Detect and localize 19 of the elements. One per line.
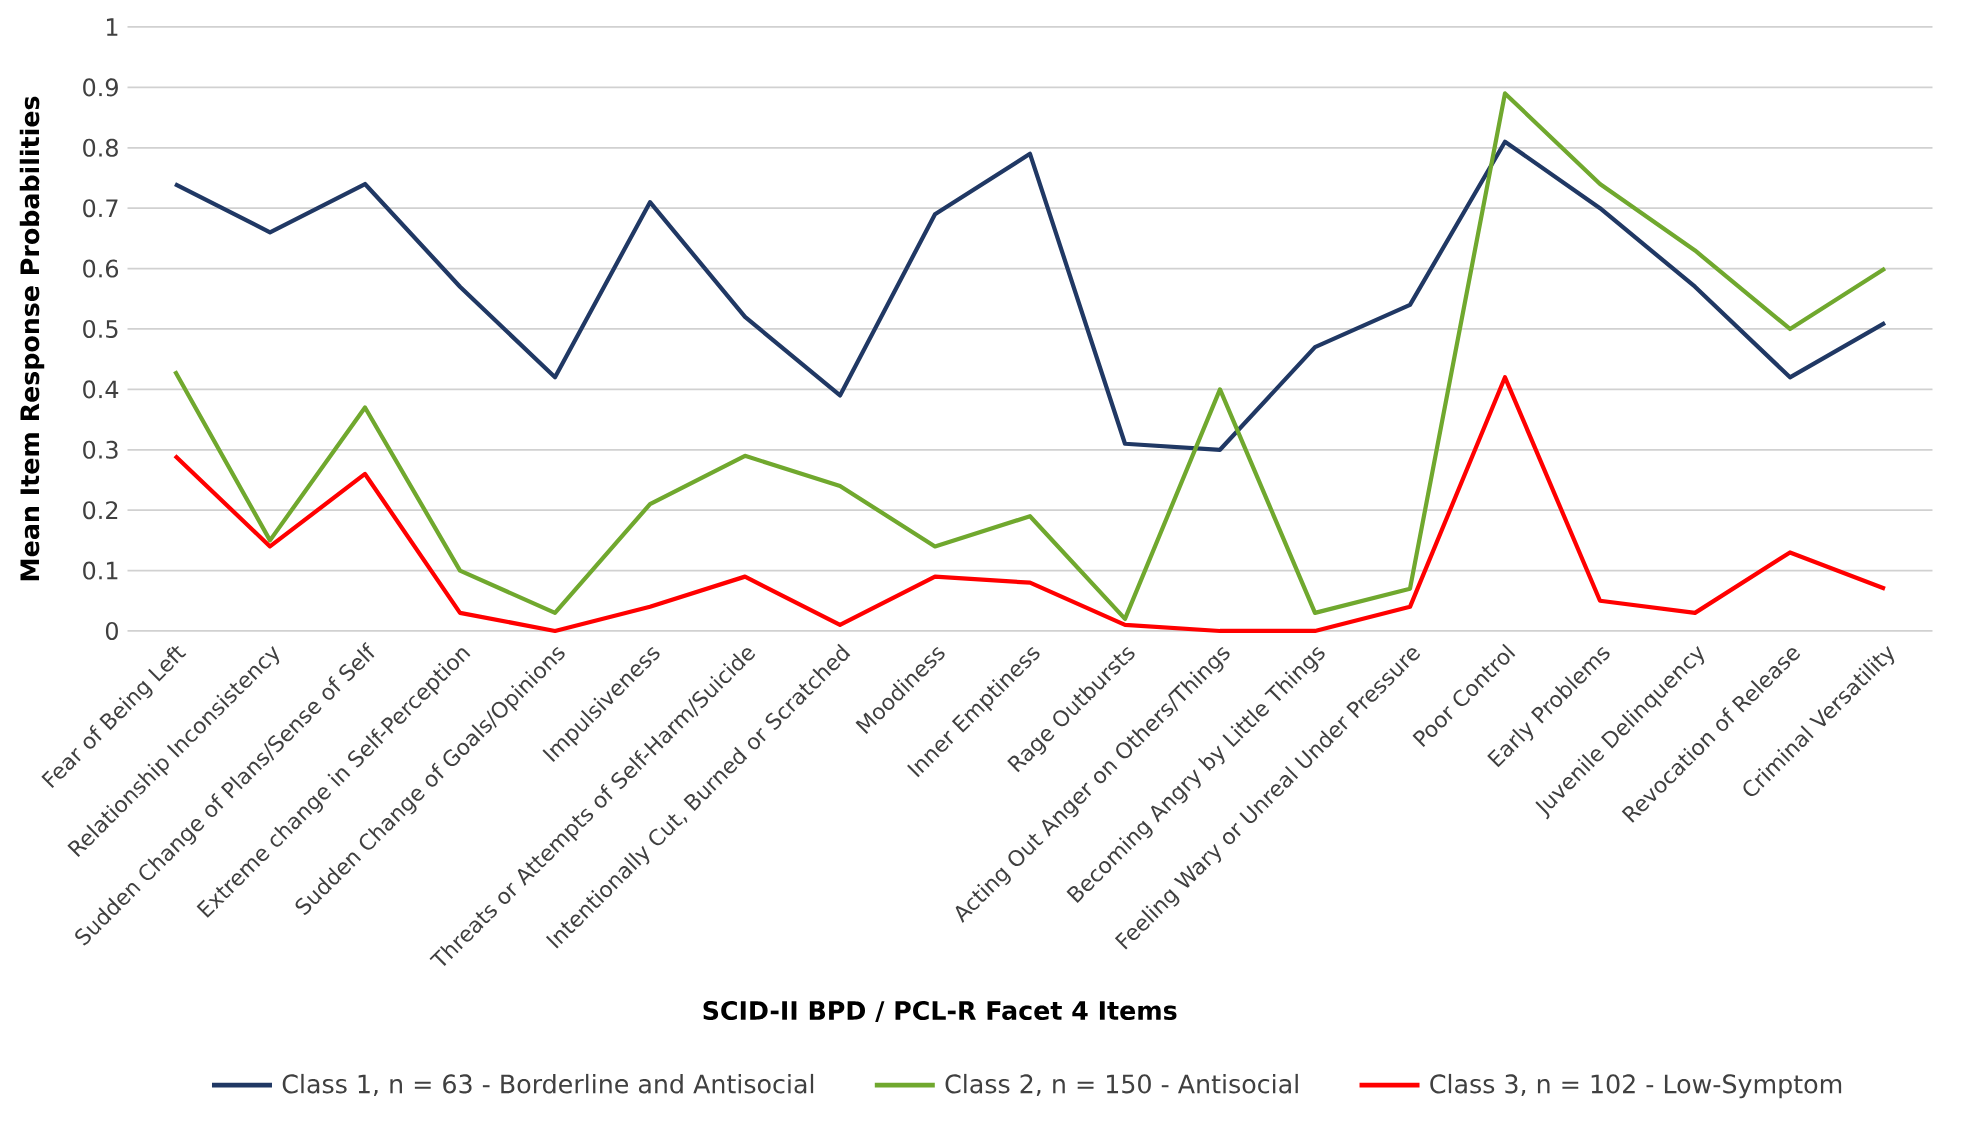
x-axis-title: SCID-II BPD / PCL-R Facet 4 Items	[703, 1000, 1177, 1023]
y-tick-label: 0.4	[83, 380, 119, 399]
legend-label: Class 1, n = 63 - Borderline and Antisocial	[282, 1073, 814, 1097]
y-tick-label: 0	[105, 621, 118, 641]
legend-label: Class 2, n = 150 - Antisocial	[945, 1073, 1298, 1097]
y-tick-label: 0.2	[83, 501, 118, 520]
y-tick-label: 0.9	[83, 78, 118, 97]
legend-label: Class 3, n = 102 - Low-Symptom	[1430, 1073, 1842, 1099]
line-series	[172, 91, 1888, 622]
y-tick-label: 0.6	[83, 259, 119, 278]
y-tick-label: 0.5	[83, 319, 118, 339]
y-tick-label: 0.8	[83, 138, 118, 157]
line-series	[172, 139, 1888, 452]
y-axis-title: Mean Item Response Probabilities	[19, 96, 45, 581]
y-tick-label: 0.3	[83, 440, 118, 459]
line-series	[172, 375, 1888, 634]
y-tick-label: 1	[106, 18, 118, 36]
y-tick-label: 0.7	[83, 199, 118, 218]
y-tick-label: 0.1	[83, 561, 118, 580]
